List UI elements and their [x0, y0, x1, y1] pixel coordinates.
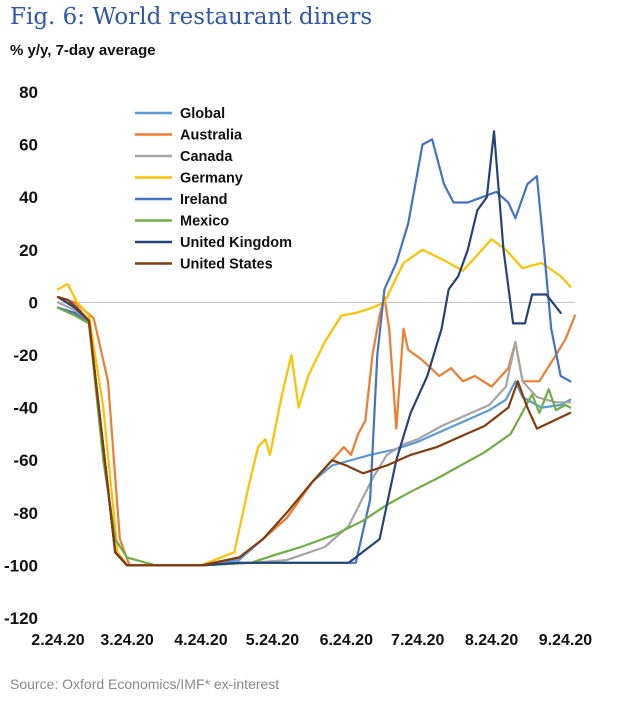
- x-tick-label: 6.24.20: [320, 632, 373, 649]
- y-tick-label: -100: [4, 556, 38, 575]
- x-tick-label: 2.24.20: [31, 632, 84, 649]
- legend-label-united-states: United States: [180, 257, 273, 273]
- legend-label-australia: Australia: [180, 128, 243, 144]
- source-note: Source: Oxford Economics/IMF* ex-interes…: [10, 676, 280, 692]
- legend-label-united-kingdom: United Kingdom: [180, 235, 292, 251]
- x-tick-label: 5.24.20: [246, 632, 299, 649]
- y-tick-label: -80: [13, 504, 38, 523]
- series-line-canada: [56, 301, 572, 567]
- legend-label-ireland: Ireland: [180, 192, 228, 208]
- x-tick-label: 4.24.20: [174, 632, 227, 649]
- chart-legend: Global Australia Canada Germany Ireland Mexic…: [135, 106, 292, 273]
- x-tick-label: 9.24.20: [539, 632, 592, 649]
- series-line-united-states: [56, 296, 572, 567]
- y-tick-label: -20: [13, 346, 38, 365]
- x-tick-label: 7.24.20: [391, 632, 444, 649]
- chart-subtitle: % y/y, 7-day average: [10, 42, 156, 59]
- y-tick-label: 20: [19, 241, 38, 260]
- series-line-mexico: [56, 306, 572, 567]
- legend-label-mexico: Mexico: [180, 214, 229, 230]
- legend-label-germany: Germany: [180, 171, 243, 187]
- series-line-australia: [56, 296, 577, 567]
- y-tick-label: -120: [4, 609, 38, 628]
- y-tick-label: 0: [29, 293, 38, 312]
- series-line-global: [56, 306, 572, 567]
- chart-series-lines: [56, 130, 577, 567]
- legend-label-global: Global: [180, 106, 225, 122]
- x-tick-label: 3.24.20: [100, 632, 153, 649]
- y-tick-label: -60: [13, 451, 38, 470]
- y-tick-label: -40: [13, 399, 38, 418]
- y-tick-label: 40: [19, 188, 38, 207]
- chart-axes: 80 60 40 20 0 -20 -40 -60 -80 -100 -120 2.24.20 3.24…: [4, 83, 592, 649]
- legend-label-canada: Canada: [180, 149, 233, 165]
- series-line-ireland: [56, 138, 572, 567]
- series-line-germany: [56, 238, 572, 567]
- chart-title: Fig. 6: World restaurant diners: [10, 4, 373, 30]
- y-tick-label: 80: [19, 83, 38, 102]
- y-tick-label: 60: [19, 136, 38, 155]
- x-tick-label: 8.24.20: [465, 632, 518, 649]
